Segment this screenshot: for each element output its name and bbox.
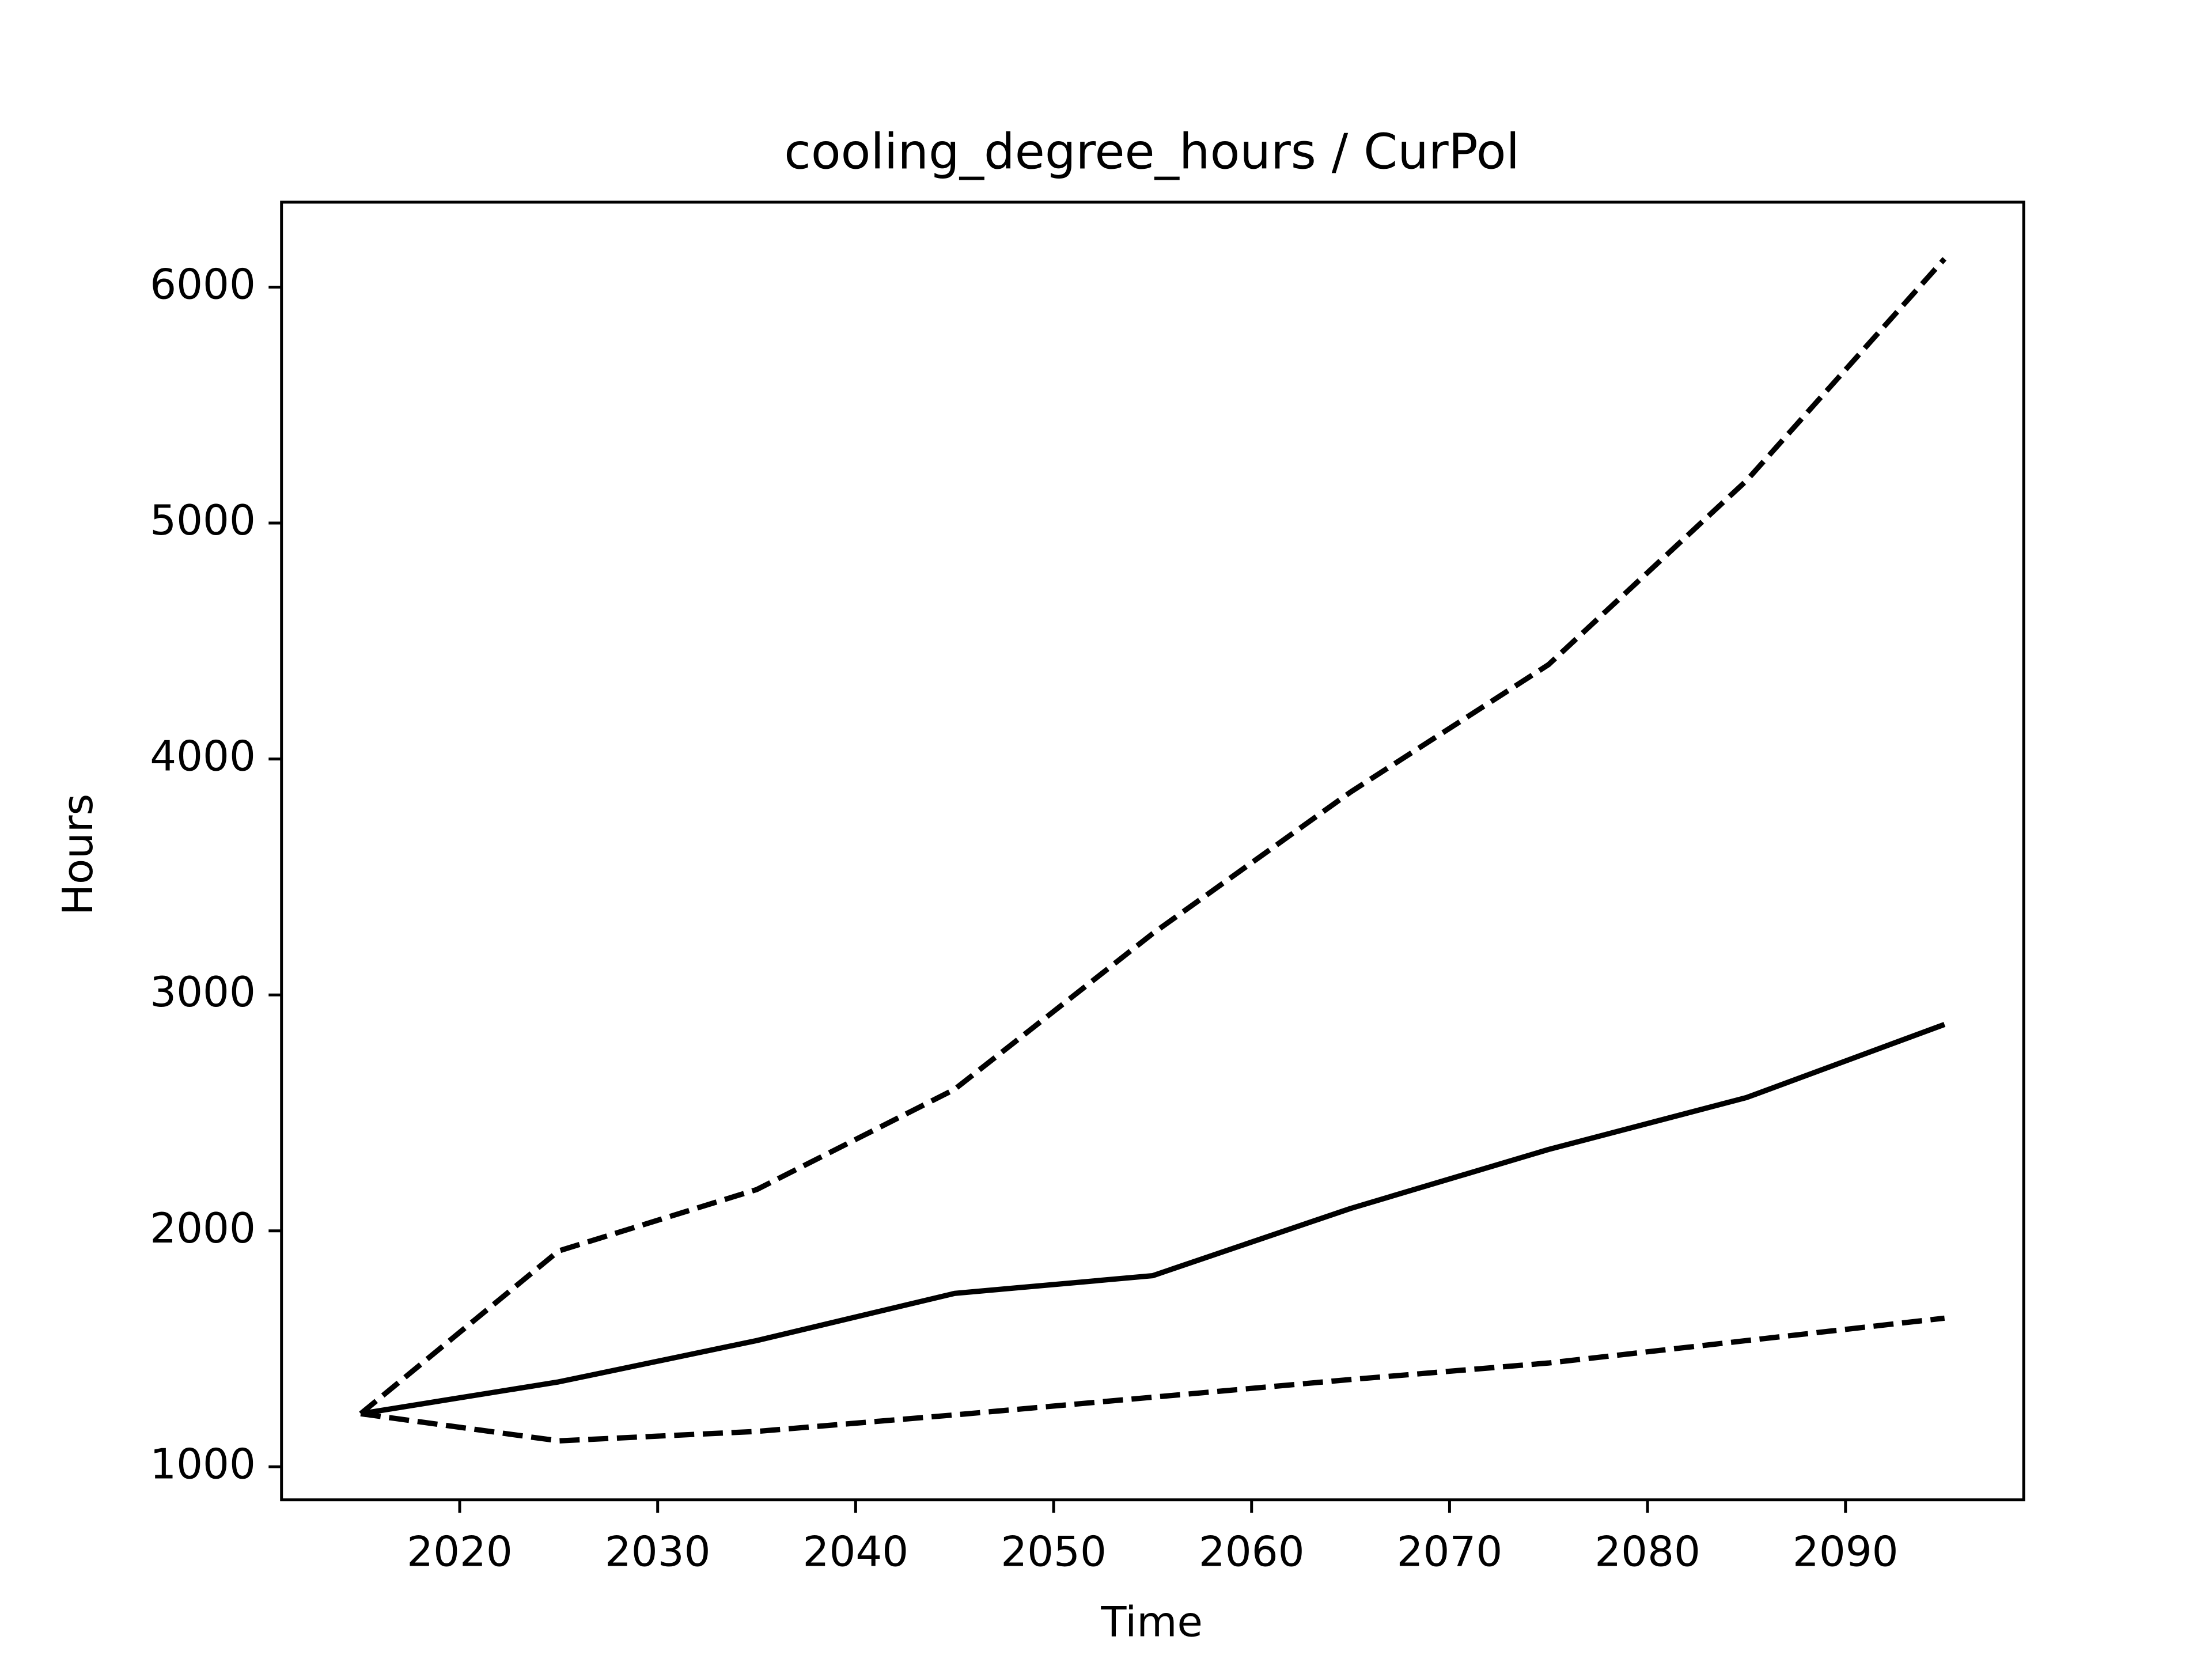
y-tick-label: 3000 (150, 968, 256, 1017)
y-axis-label: Hours (54, 794, 103, 915)
chart-title: cooling_degree_hours / CurPol (784, 123, 1520, 180)
plot-frame (280, 200, 2025, 1502)
x-tick-label: 2080 (1594, 1528, 1700, 1576)
x-tick-label: 2030 (605, 1528, 711, 1576)
y-tick-label: 2000 (150, 1205, 256, 1253)
line-series (360, 1022, 1946, 1416)
x-tick-label: 2060 (1199, 1528, 1305, 1576)
y-tick-label: 6000 (150, 260, 256, 309)
x-tick-label: 2070 (1397, 1528, 1503, 1576)
y-tick-label: 4000 (150, 733, 256, 781)
line-series (360, 1315, 1945, 1444)
x-tick-label: 2050 (1001, 1528, 1107, 1576)
x-tick-label: 2090 (1793, 1528, 1899, 1576)
y-tick-label: 1000 (150, 1440, 256, 1488)
x-axis-label: Time (1100, 1598, 1203, 1646)
x-tick-label: 2020 (407, 1528, 513, 1576)
line-series (359, 257, 1947, 1416)
x-tick-label: 2040 (803, 1528, 909, 1576)
y-tick-label: 5000 (150, 497, 256, 545)
